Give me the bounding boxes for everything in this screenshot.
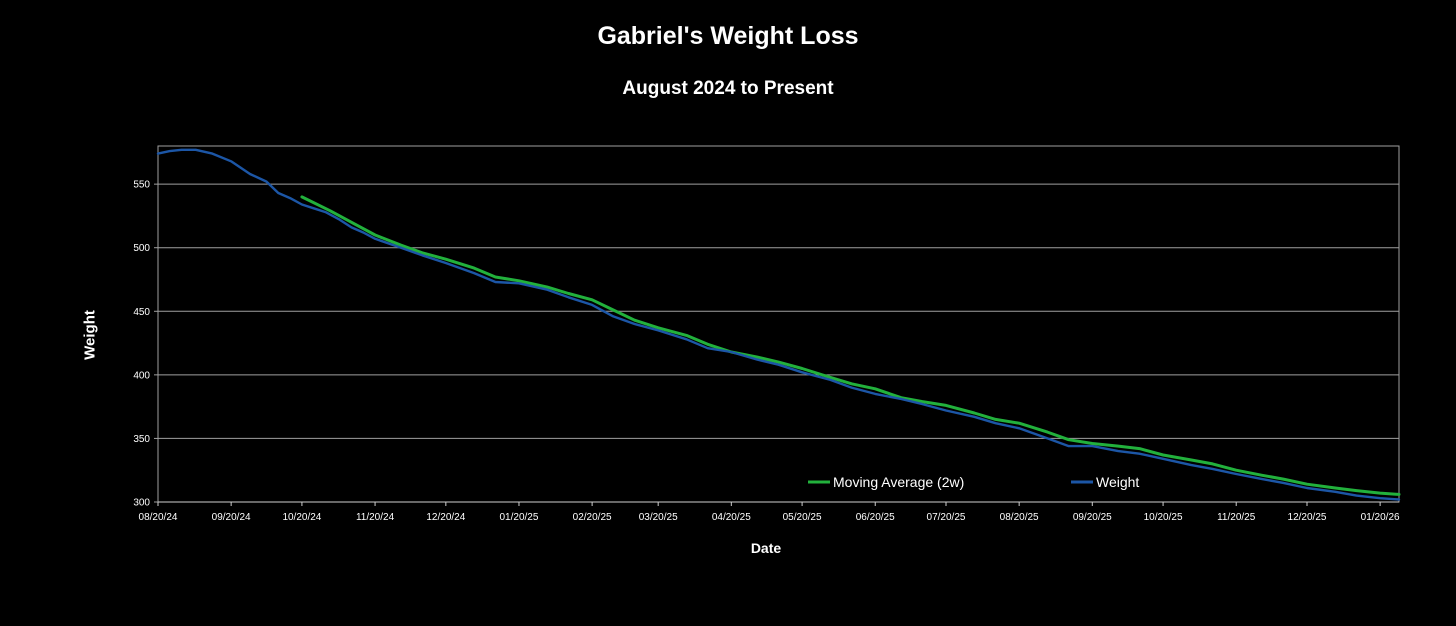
x-tick-label: 04/20/25 — [712, 512, 751, 523]
y-tick-label: 450 — [133, 307, 150, 318]
x-tick-label: 02/20/25 — [573, 512, 612, 523]
x-tick-label: 11/20/25 — [1217, 512, 1256, 523]
y-tick-label: 350 — [133, 434, 150, 445]
plot-frame — [157, 145, 1400, 503]
legend: Moving Average (2w) Weight — [808, 474, 1139, 490]
legend-label: Moving Average (2w) — [833, 474, 964, 490]
axis-layer: 300 350 400 450 500 550 08/20/24 09/20/24 10/20/… — [133, 180, 1400, 523]
series-line-moving-average — [300, 195, 1401, 496]
x-tick-label: 09/20/25 — [1073, 512, 1112, 523]
x-tick-label: 08/20/25 — [1000, 512, 1039, 523]
x-axis-label: Date — [750, 540, 782, 556]
x-tick-label: 09/20/24 — [212, 512, 251, 523]
y-tick-label: 500 — [133, 243, 150, 254]
x-tick-label: 10/20/24 — [282, 512, 321, 523]
x-tick-label: 07/20/25 — [927, 512, 966, 523]
x-tick-label: 01/20/25 — [500, 512, 539, 523]
chart-title: Gabriel's Weight Loss — [597, 22, 859, 50]
x-tick-label: 03/20/25 — [639, 512, 678, 523]
series-line-weight — [156, 148, 1401, 501]
x-tick-label: 12/20/24 — [426, 512, 465, 523]
x-tick-label: 06/20/25 — [856, 512, 895, 523]
x-tick-label: 08/20/24 — [139, 512, 178, 523]
chart-subtitle: August 2024 to Present — [622, 78, 834, 99]
legend-label: Weight — [1096, 474, 1139, 490]
series-layer — [156, 148, 1401, 501]
x-tick-label: 12/20/25 — [1288, 512, 1327, 523]
y-tick-label: 400 — [133, 370, 150, 381]
y-tick-label: 300 — [133, 498, 150, 509]
x-tick-label: 05/20/25 — [783, 512, 822, 523]
y-tick-label: 550 — [133, 180, 150, 191]
grid-layer — [157, 145, 1400, 503]
x-tick-label: 11/20/24 — [356, 512, 395, 523]
x-tick-label: 10/20/25 — [1144, 512, 1183, 523]
x-tick-label: 01/20/26 — [1361, 512, 1400, 523]
